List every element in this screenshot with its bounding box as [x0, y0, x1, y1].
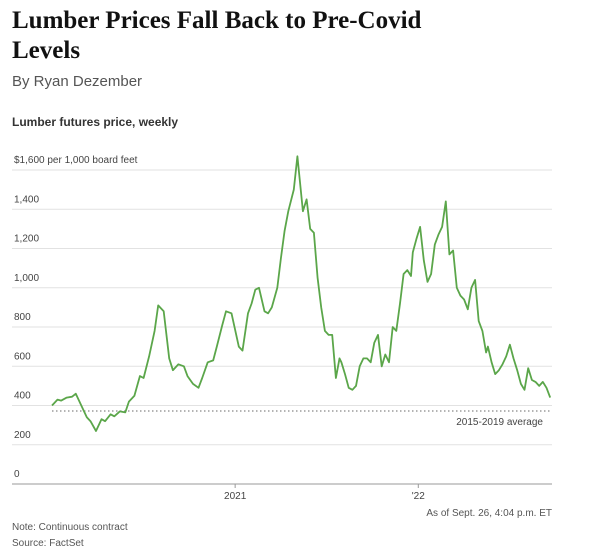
y-tick-label: 0	[14, 469, 20, 480]
y-tick-label: 1,400	[14, 194, 39, 205]
y-tick-label: 1,200	[14, 234, 39, 245]
timestamp: As of Sept. 26, 4:04 p.m. ET	[426, 508, 552, 519]
chart-title: Lumber Prices Fall Back to Pre-Covid Leve…	[12, 7, 422, 64]
byline: By Ryan Dezember	[12, 73, 142, 90]
y-tick-label: 400	[14, 391, 31, 402]
y-tick-label: 200	[14, 430, 31, 441]
average-label: 2015-2019 average	[456, 417, 543, 428]
x-tick-label: '22	[412, 491, 425, 502]
y-tick-label: 800	[14, 312, 31, 323]
y-tick-label: $1,600 per 1,000 board feet	[14, 155, 138, 166]
y-tick-label: 600	[14, 351, 31, 362]
source: Source: FactSet	[12, 538, 84, 549]
y-tick-label: 1,000	[14, 273, 39, 284]
chart-label: Lumber futures price, weekly	[12, 115, 178, 129]
x-tick-label: 2021	[224, 491, 247, 502]
note: Note: Continuous contract	[12, 522, 128, 533]
price-line	[51, 155, 552, 432]
